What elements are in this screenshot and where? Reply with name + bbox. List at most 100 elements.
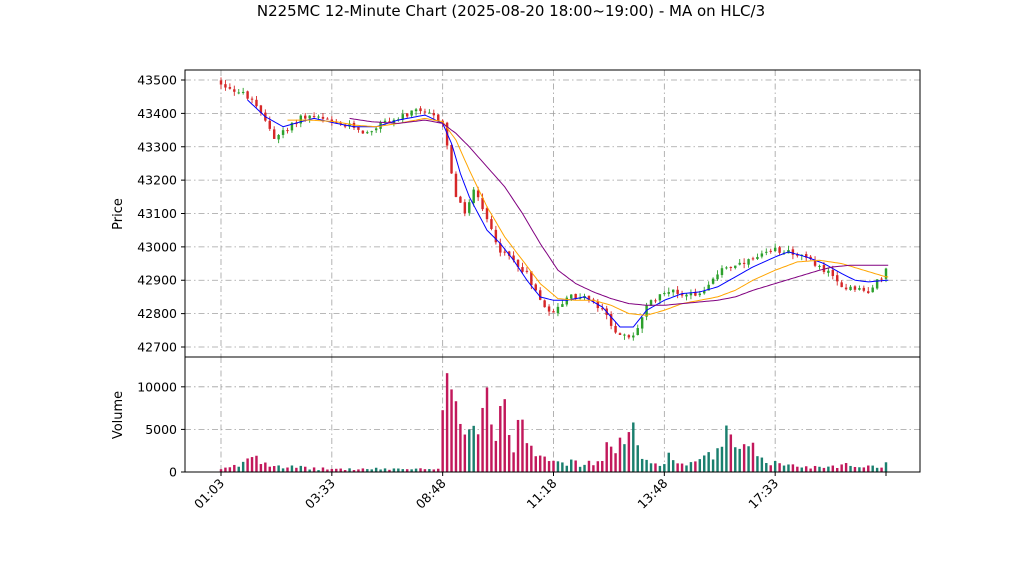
time-tick-label: 11:18 <box>524 475 560 511</box>
candle-body <box>685 294 688 297</box>
volume-bar <box>561 462 564 472</box>
price-tick-label: 43200 <box>137 173 177 188</box>
candle-body <box>512 255 515 261</box>
candle-body <box>627 335 631 338</box>
candle-body <box>530 271 533 286</box>
volume-bar <box>836 467 839 472</box>
volume-bar <box>290 465 294 472</box>
candle-body <box>867 291 870 294</box>
volume-bar <box>800 467 803 472</box>
time-tick-label: 17:33 <box>745 476 781 512</box>
candle-body <box>277 135 280 140</box>
candle-body <box>268 120 271 129</box>
volume-bar <box>751 442 755 472</box>
volume-bar <box>862 467 866 472</box>
candle-body <box>875 279 879 289</box>
candle-body <box>499 243 502 253</box>
volume-bar <box>472 425 475 472</box>
candle-body <box>286 130 289 132</box>
volume-bar <box>503 399 506 472</box>
volume-bar <box>720 446 724 472</box>
candle-body <box>649 300 653 306</box>
candle-body <box>459 196 462 203</box>
volume-bar <box>490 424 493 472</box>
volume-bar <box>649 463 653 472</box>
volume-bar <box>370 469 373 472</box>
candle-body <box>884 268 888 279</box>
volume-bar <box>255 455 258 472</box>
volume-bar <box>241 461 245 472</box>
volume-bar <box>428 469 431 472</box>
candle-body <box>370 131 373 133</box>
volume-bar <box>871 465 874 472</box>
candle-body <box>290 122 294 131</box>
candle-body <box>778 247 781 253</box>
volume-tick-label: 5000 <box>145 422 177 437</box>
candle-body <box>357 127 360 130</box>
volume-bar <box>725 425 728 472</box>
volume-tick-label: 0 <box>169 465 177 480</box>
volume-bar <box>609 446 613 472</box>
candle-body <box>769 250 772 252</box>
price-tick-label: 42800 <box>137 306 177 321</box>
volume-bar <box>605 442 608 472</box>
volume-bar <box>237 466 240 472</box>
candle-body <box>654 300 657 302</box>
volume-bar <box>357 469 360 472</box>
candle-body <box>574 293 577 299</box>
candle-body <box>304 115 307 119</box>
candle-body <box>335 122 338 124</box>
candle-body <box>840 282 843 288</box>
volume-bar <box>844 463 848 472</box>
volume-bar <box>366 469 369 472</box>
volume-bar <box>773 460 777 472</box>
volume-bar <box>703 455 706 472</box>
volume-bar <box>840 464 843 472</box>
volume-bar <box>348 468 351 472</box>
candle-body <box>658 294 662 301</box>
candle-body <box>707 284 710 291</box>
volume-bar <box>388 469 391 472</box>
volume-bar <box>734 447 737 472</box>
volume-bar <box>352 470 356 472</box>
price-y-ticks: 42700 42800 42900 43000 43100 43200 43300 43400… <box>137 73 185 354</box>
candle-body <box>747 259 750 265</box>
candle-body <box>725 267 728 269</box>
candle-body <box>880 278 883 280</box>
candle-body <box>321 116 325 119</box>
volume-bar <box>268 466 271 472</box>
volume-bar <box>765 463 768 472</box>
time-axis: 01:03 03:33 08:48 11:18 13:48 17:33 <box>191 472 887 512</box>
volume-bar <box>277 465 280 472</box>
volume-bar <box>578 466 582 472</box>
candle-body <box>587 295 591 301</box>
volume-bar <box>680 463 684 472</box>
candle-body <box>419 108 422 112</box>
candle-body <box>343 124 347 127</box>
volume-panel: 0 5000 10000 Volume <box>111 356 921 480</box>
candle-body <box>472 189 475 203</box>
candle-body <box>494 229 498 243</box>
price-tick-label: 43000 <box>137 239 177 254</box>
volume-bar <box>423 469 427 472</box>
candle-body <box>485 208 489 220</box>
volume-bar <box>343 470 347 472</box>
volume-bar <box>468 429 471 472</box>
price-tick-label: 43300 <box>137 139 177 154</box>
time-tick-label: 08:48 <box>413 475 449 511</box>
volume-bar <box>534 456 537 472</box>
candle-body <box>241 91 245 93</box>
candle-body <box>516 259 520 267</box>
candle-body <box>250 98 254 100</box>
candle-body <box>742 262 746 264</box>
volume-bar <box>286 467 289 472</box>
volume-bar <box>321 467 325 472</box>
price-tick-label: 43400 <box>137 106 177 121</box>
volume-bar <box>392 468 396 472</box>
volume-bar <box>308 469 311 472</box>
candle-body <box>432 113 436 116</box>
candle-body <box>454 173 458 197</box>
candle-body <box>818 265 821 267</box>
candle-body <box>671 289 675 293</box>
volume-bar <box>339 468 342 472</box>
